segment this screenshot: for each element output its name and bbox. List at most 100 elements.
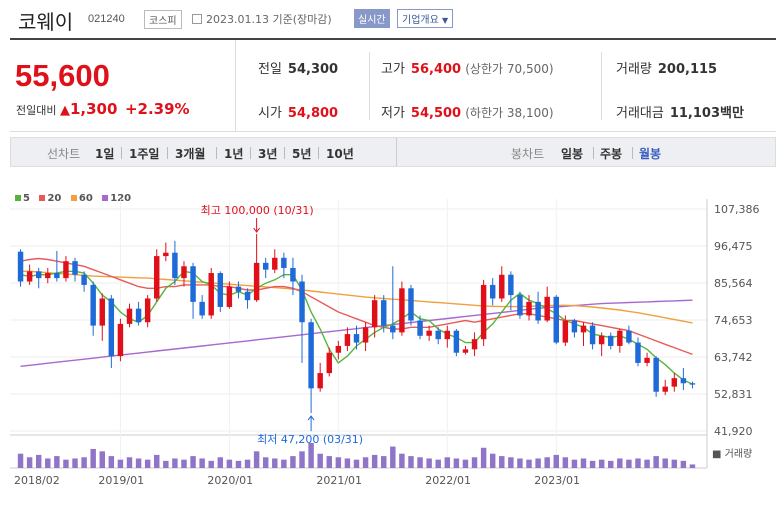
separator: [121, 147, 122, 159]
candle-body: [154, 256, 160, 299]
upper-limit: (상한가 70,500): [465, 62, 554, 76]
low-label: 저가: [381, 106, 405, 121]
candle-body: [453, 330, 460, 353]
volume-bar: [680, 460, 687, 468]
volume-bar: [244, 459, 251, 468]
candle-body: [163, 252, 169, 257]
candle-body: [308, 322, 314, 389]
candle-chart-label[interactable]: 봉차트: [511, 147, 545, 161]
candle-body: [17, 251, 24, 282]
chart-legend: 5 20 60 120: [15, 193, 137, 204]
line-chart-label[interactable]: 선차트: [47, 147, 81, 161]
candle-body: [580, 325, 587, 333]
volume-bar: [489, 453, 496, 468]
candle-body: [181, 266, 187, 279]
candle-monthly[interactable]: 월봉: [639, 147, 662, 161]
candle-body: [562, 320, 569, 343]
change-amount: 1,300: [69, 100, 118, 118]
legend-ma20[interactable]: 20: [39, 193, 61, 204]
volume-bar: [90, 448, 96, 468]
volume-bar: [299, 451, 305, 468]
candle-body: [317, 373, 323, 389]
volume-bar: [35, 454, 42, 468]
candle-body: [117, 323, 124, 357]
volume-bar: [253, 451, 260, 468]
legend-ma120[interactable]: 120: [102, 193, 131, 204]
volume-bar: [72, 458, 78, 468]
candle-daily[interactable]: 일봉: [561, 147, 584, 161]
candle-body: [99, 298, 105, 326]
candle-body: [608, 335, 614, 346]
candle-body: [235, 286, 242, 292]
candle-body: [262, 262, 269, 270]
candle-body: [226, 286, 233, 307]
volume-bar: [308, 443, 314, 468]
volume-bar: [508, 457, 514, 468]
period-5y[interactable]: 5년: [292, 147, 312, 161]
volume-bar: [135, 458, 142, 468]
period-3y[interactable]: 3년: [258, 147, 278, 161]
stock-code: 021240: [88, 13, 125, 25]
volume-bar: [571, 459, 578, 468]
lower-limit-value: 38,100: [506, 106, 549, 120]
stock-chart[interactable]: 최고 100,000 (10/31) 최저 47,200 (03/31) 107,…: [0, 185, 776, 517]
volume-bar: [417, 457, 423, 468]
change-label: 전일대비: [16, 104, 57, 117]
high-annotation: 최고 100,000 (10/31): [201, 204, 314, 217]
volume-bar: [81, 457, 87, 468]
volume-bar: [199, 458, 205, 468]
candle-body: [399, 288, 405, 333]
candle-body: [662, 386, 668, 392]
candle-body: [653, 357, 659, 392]
current-price-box: 55,600 전일대비 ▲1,300 +2.39%: [10, 40, 236, 132]
open-cell: 시가 54,800: [258, 102, 338, 121]
change-line: 전일대비 ▲1,300 +2.39%: [16, 100, 190, 118]
volume-bar: [272, 458, 278, 468]
period-1d[interactable]: 1일: [95, 147, 115, 161]
period-1w[interactable]: 1주일: [129, 147, 160, 161]
candle-body: [208, 273, 214, 316]
period-1y[interactable]: 1년: [224, 147, 244, 161]
candle-body: [535, 301, 541, 321]
volume-bar: [589, 460, 596, 468]
high-arrow-head: [253, 227, 261, 233]
candle-body: [435, 330, 441, 340]
volume-bar: [108, 456, 115, 468]
candle-body: [335, 345, 342, 353]
volume-bar: [326, 456, 332, 468]
candle-body: [54, 273, 60, 279]
volume-bar: [362, 457, 369, 468]
volume-bar: [553, 454, 559, 468]
candle-body: [172, 252, 178, 279]
legend-ma60[interactable]: 60: [70, 193, 93, 204]
volume-bar: [353, 459, 360, 468]
legend-ma5[interactable]: 5: [15, 193, 30, 204]
separator: [318, 147, 319, 159]
volume-bar: [381, 456, 387, 468]
volume-label: 거래량: [616, 62, 652, 77]
x-tick-label: 2020/01: [207, 474, 253, 487]
volume-bar: [462, 459, 469, 468]
x-tick-label: 2021/01: [316, 474, 362, 487]
candle-body: [135, 308, 142, 323]
period-10y[interactable]: 10년: [326, 147, 354, 161]
open-value: 54,800: [287, 106, 339, 121]
open-label: 시가: [258, 106, 282, 121]
upper-limit-label: 상한가: [469, 62, 504, 76]
candle-body: [290, 267, 296, 282]
realtime-button[interactable]: 실시간: [354, 9, 390, 28]
separator: [593, 147, 594, 159]
chevron-down-icon: ▼: [442, 16, 449, 25]
candle-body: [617, 330, 623, 346]
volume-bar: [471, 457, 478, 468]
volume-bar: [99, 451, 105, 468]
volume-bar: [126, 457, 133, 468]
candle-weekly[interactable]: 주봉: [600, 147, 623, 161]
divider: [601, 52, 602, 120]
company-overview-button[interactable]: 기업개요 ▼: [397, 9, 454, 28]
period-3m[interactable]: 3개월: [175, 147, 206, 161]
volume-bar: [181, 459, 187, 468]
candle-body: [299, 281, 305, 323]
x-tick-label: 2022/01: [425, 474, 471, 487]
volume-bar: [172, 458, 178, 468]
